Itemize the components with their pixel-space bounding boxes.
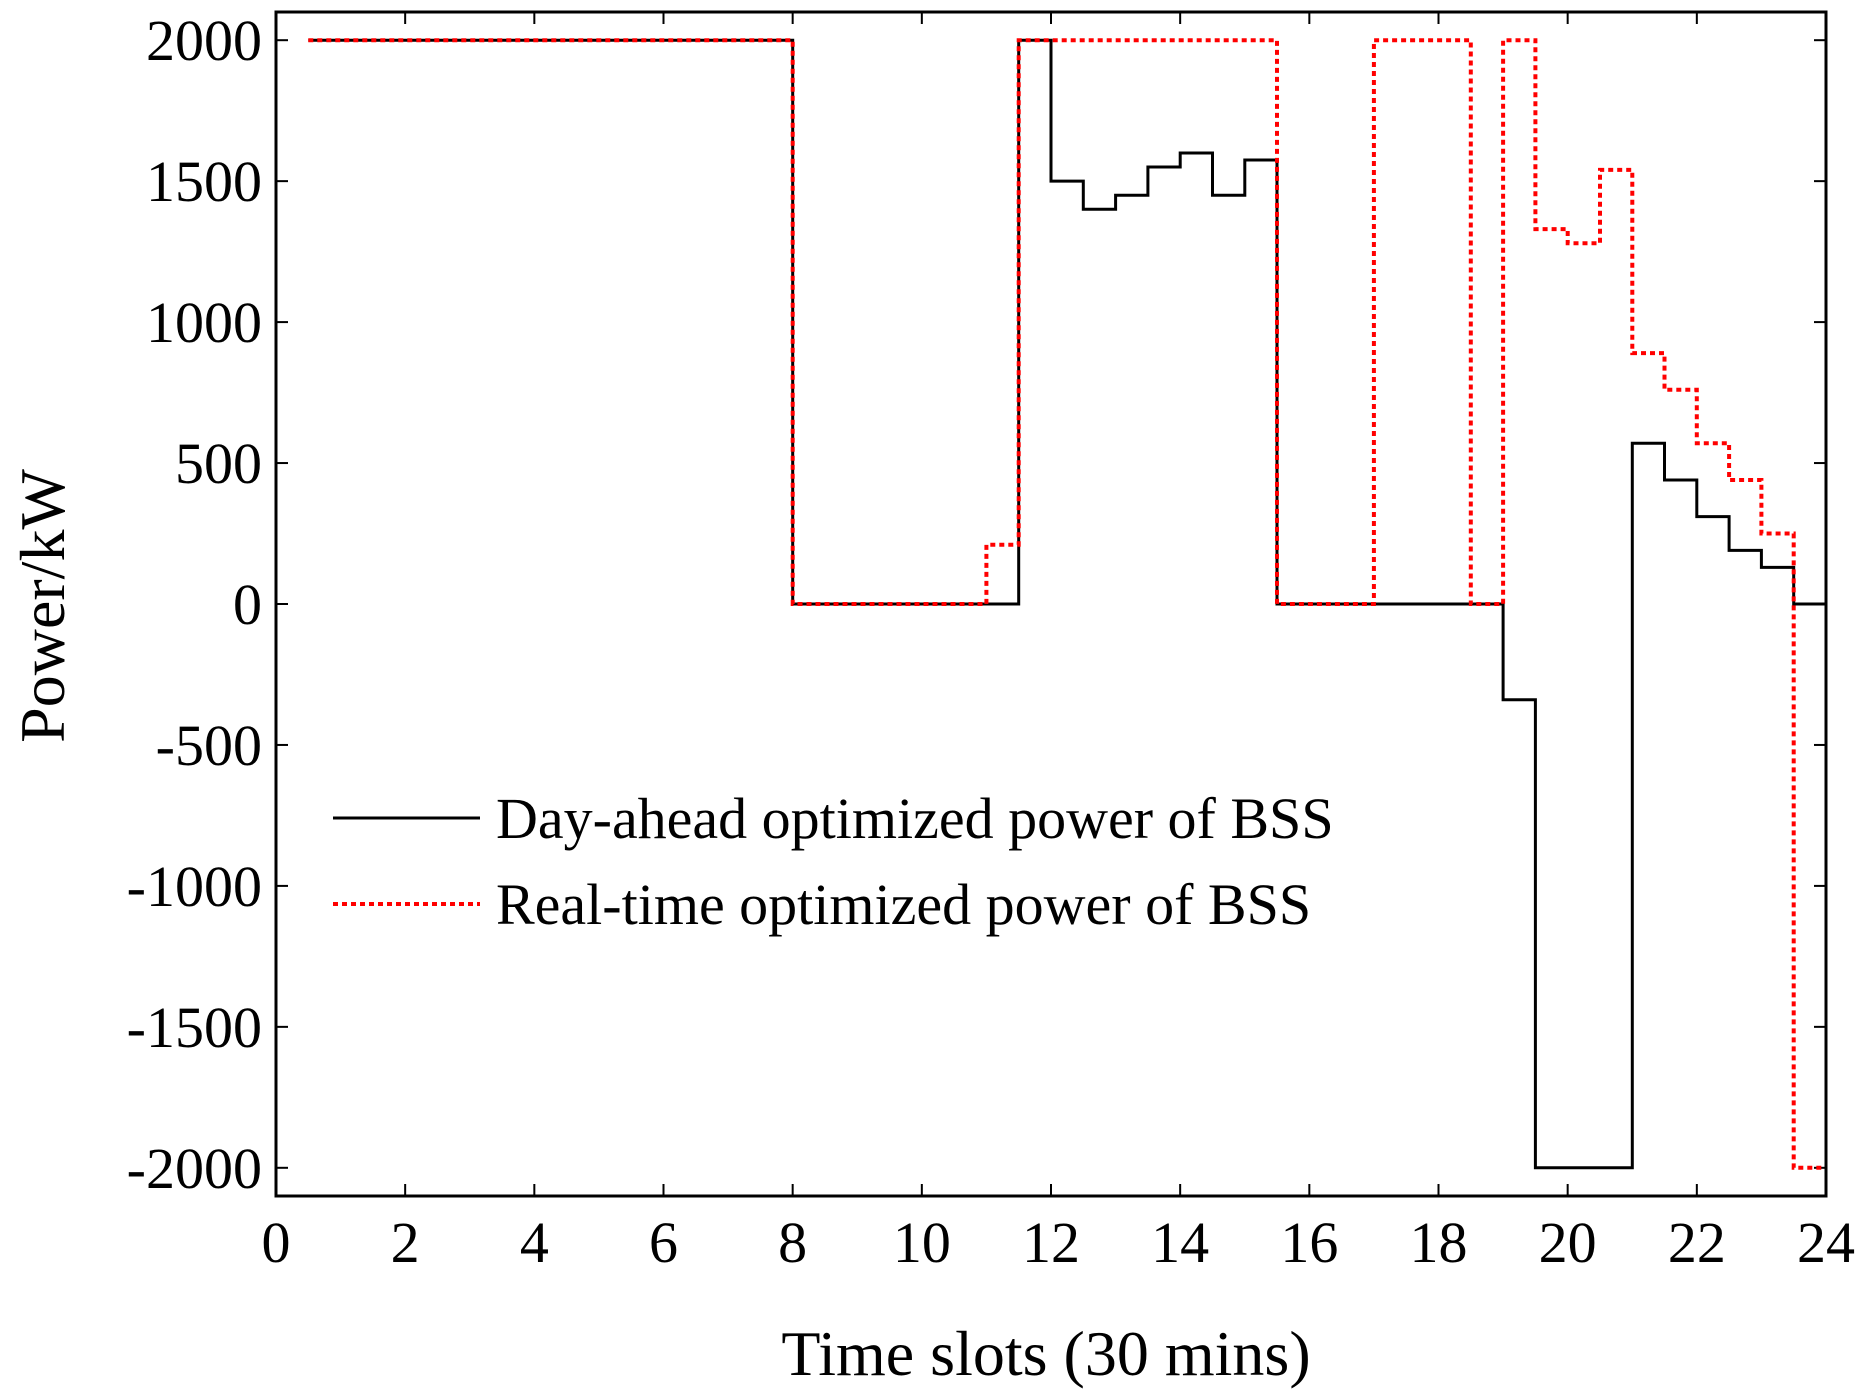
x-tick-label: 20 <box>1539 1210 1597 1275</box>
x-axis-title: Time slots (30 mins) <box>781 1318 1310 1389</box>
x-tick-label: 10 <box>893 1210 951 1275</box>
series-line-real-time <box>308 38 1826 1170</box>
y-tick-labels: -2000 -1500 -1000 -500 0 500 1000 1500 2000 <box>127 8 262 1201</box>
x-tick-label: 2 <box>391 1210 420 1275</box>
y-tick-label: 0 <box>233 572 262 637</box>
plot-frame <box>274 10 1828 1198</box>
series-layer <box>308 38 1826 1170</box>
y-axis-title: Power/kW <box>7 469 78 743</box>
y-tick-label: -1500 <box>127 995 262 1060</box>
x-tick-label: 18 <box>1410 1210 1468 1275</box>
x-tick-label: 4 <box>520 1210 549 1275</box>
y-tick-label: 1000 <box>146 290 262 355</box>
x-tick-label: 22 <box>1668 1210 1726 1275</box>
y-tick-label: 2000 <box>146 8 262 73</box>
x-tick-label: 16 <box>1280 1210 1338 1275</box>
y-tick-label: 1500 <box>146 149 262 214</box>
y-tick-label: 500 <box>175 431 262 496</box>
y-tick-label: -2000 <box>127 1136 262 1201</box>
x-tick-label: 0 <box>262 1210 291 1275</box>
series-line-day-ahead <box>308 38 1826 1170</box>
legend-label-day-ahead: Day-ahead optimized power of BSS <box>496 786 1334 851</box>
x-tick-label: 12 <box>1022 1210 1080 1275</box>
legend: Day-ahead optimized power of BSS Real-ti… <box>333 786 1334 937</box>
axis-ticks <box>275 12 1827 1196</box>
x-tick-label: 8 <box>778 1210 807 1275</box>
x-tick-label: 24 <box>1797 1210 1855 1275</box>
legend-label-real-time: Real-time optimized power of BSS <box>496 872 1311 937</box>
x-tick-label: 14 <box>1151 1210 1209 1275</box>
y-tick-label: -500 <box>156 713 262 778</box>
x-tick-labels: 0 2 4 6 8 10 12 14 16 18 20 22 24 <box>262 1210 1856 1275</box>
x-tick-label: 6 <box>649 1210 678 1275</box>
y-tick-label: -1000 <box>127 854 262 919</box>
